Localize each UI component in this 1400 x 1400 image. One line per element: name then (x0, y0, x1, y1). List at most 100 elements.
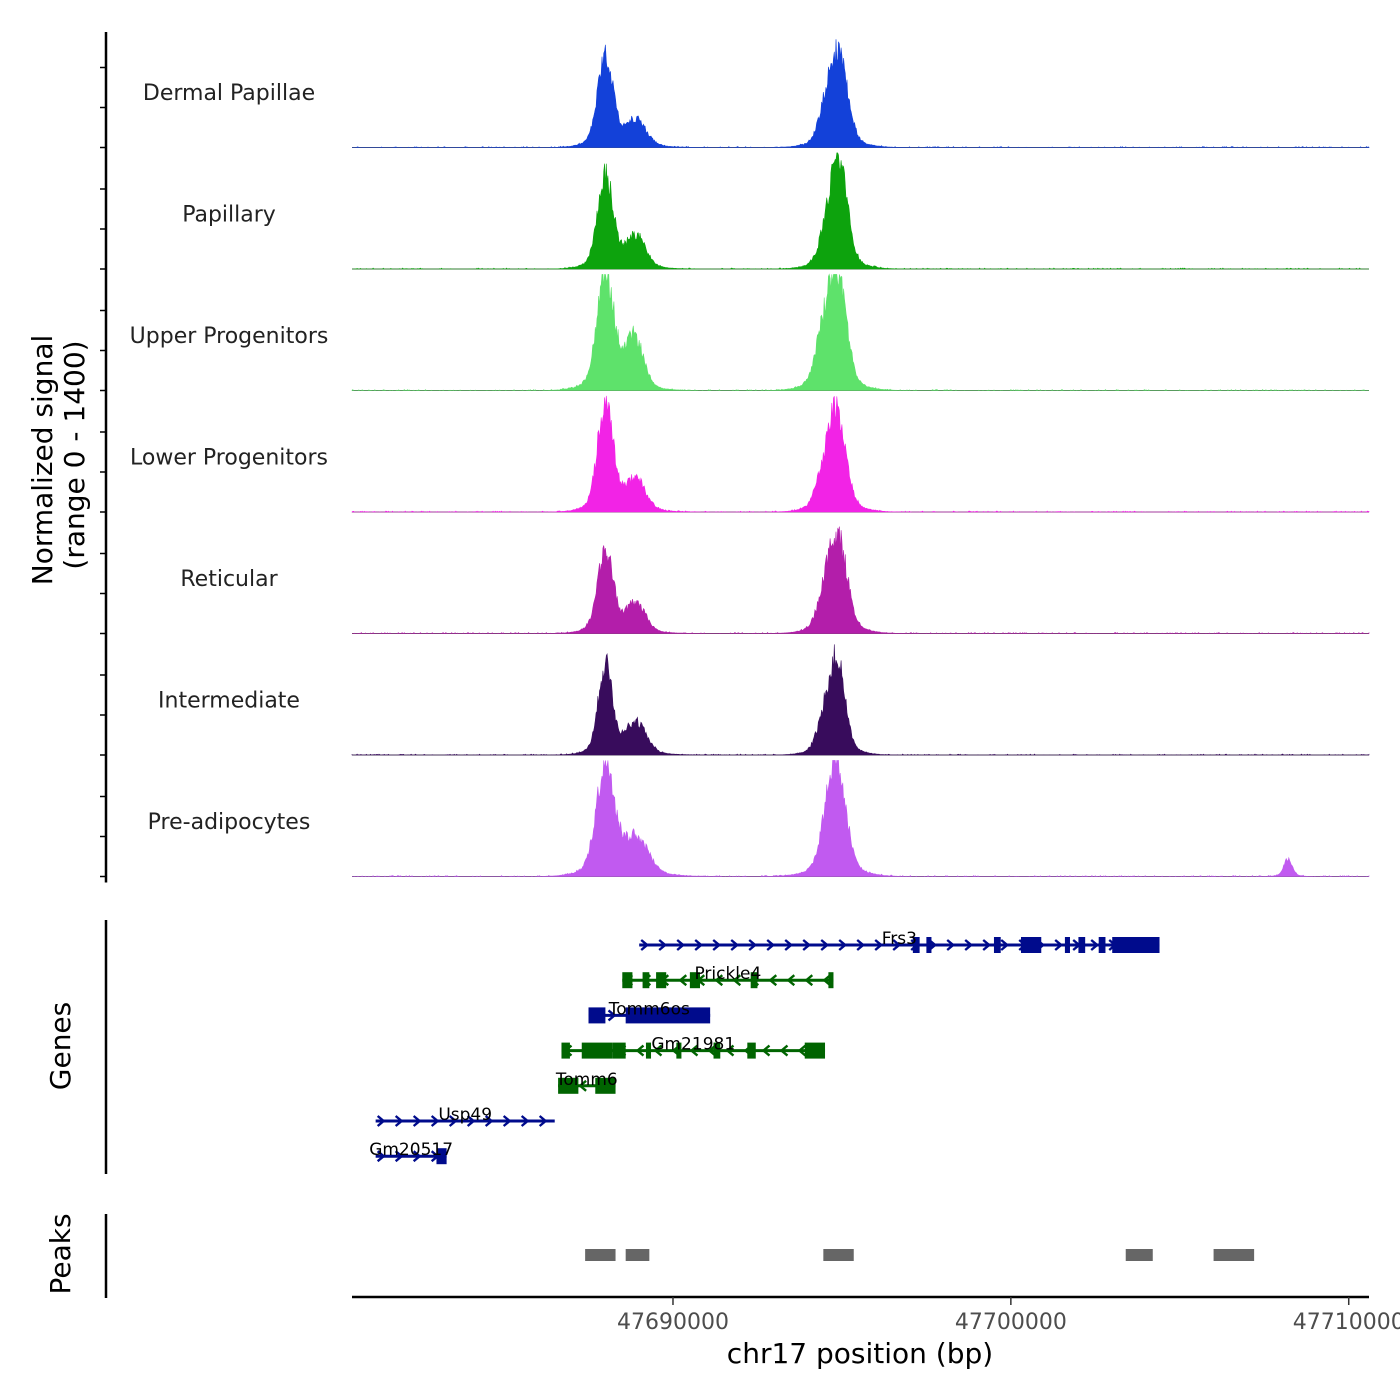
strand-arrow (856, 939, 866, 951)
strand-arrow (786, 974, 796, 987)
track: Pre-adipocytes (148, 760, 1370, 877)
y-axis-title: Normalized signal (26, 335, 59, 586)
signal-area (351, 644, 1370, 756)
strand-arrow (689, 1044, 699, 1057)
strand-arrow (694, 939, 704, 951)
strand-arrow (730, 939, 740, 951)
strand-arrow (982, 939, 992, 951)
strand-arrow (892, 939, 902, 951)
strand-arrow (502, 1115, 512, 1127)
track-label: Intermediate (158, 689, 300, 714)
strand-arrow (707, 1044, 717, 1057)
strand-arrow (376, 1115, 386, 1127)
peaks-panel-title: Peaks (44, 1213, 77, 1294)
strand-arrow (779, 1044, 789, 1057)
exon (1098, 937, 1106, 953)
track: Lower Progenitors (130, 395, 1370, 513)
gene-model: Usp49 (375, 1105, 555, 1127)
x-tick-label: 47710000 (1293, 1310, 1400, 1335)
gene-label: Prickle4 (694, 964, 761, 984)
x-tick-label: 47700000 (955, 1310, 1067, 1335)
peak-region (625, 1249, 650, 1261)
exon (625, 1007, 711, 1024)
gene-model: Tomm6 (555, 1070, 618, 1094)
coverage-tracks: Dermal Papillae Papillary Upper Progenitor… (130, 39, 1370, 877)
exon (828, 972, 834, 989)
exon (689, 972, 701, 989)
strand-arrow (1090, 939, 1100, 951)
exon (747, 1042, 756, 1059)
strand-arrow (412, 1150, 422, 1163)
strand-arrow (822, 974, 832, 987)
strand-arrow (838, 939, 848, 951)
strand-arrow (874, 939, 884, 951)
axes: 47690000 47700000 47710000 (100, 32, 1400, 1335)
strand-arrow (520, 1115, 530, 1127)
exon (622, 972, 633, 989)
strand-arrow (766, 939, 776, 951)
track-label: Lower Progenitors (130, 446, 328, 471)
exon (656, 972, 667, 989)
exon (642, 972, 650, 989)
strand-arrow (804, 974, 814, 987)
strand-arrow (484, 1115, 494, 1127)
strand-arrow (538, 1115, 548, 1127)
exon (588, 1007, 606, 1024)
genes-panel-title: Genes (44, 1002, 77, 1090)
strand-arrow (676, 939, 686, 951)
gene-model: Frs3 (639, 929, 1160, 953)
strand-arrow (761, 1044, 771, 1057)
exon (1064, 937, 1070, 953)
signal-area (352, 39, 1370, 148)
gene-label: Frs3 (882, 929, 917, 949)
exon (561, 1042, 570, 1059)
strand-arrow (1054, 939, 1064, 951)
track-label: Pre-adipocytes (148, 810, 311, 835)
track: Intermediate (158, 644, 1370, 756)
track: Upper Progenitors (130, 273, 1369, 391)
exon (676, 1042, 682, 1059)
exon (1020, 937, 1042, 953)
exon (926, 937, 932, 953)
signal-area (352, 760, 1370, 877)
track-label: Papillary (182, 203, 276, 228)
peak-region (1125, 1249, 1153, 1261)
signal-area (352, 526, 1370, 634)
strand-arrow (653, 1044, 663, 1057)
strand-arrow (820, 939, 830, 951)
strand-arrow (430, 1115, 440, 1127)
strand-arrow (678, 974, 688, 987)
strand-arrow (640, 939, 650, 951)
track-label: Dermal Papillae (143, 81, 315, 106)
gene-model: Gm20517 (369, 1140, 453, 1165)
strand-arrow (578, 1079, 587, 1092)
signal-area (351, 395, 1370, 513)
gene-label: Tomm6os (608, 999, 690, 1019)
peak-regions (585, 1249, 1255, 1261)
strand-arrow (394, 1115, 404, 1127)
x-tick-label: 47690000 (617, 1310, 729, 1335)
track-label: Upper Progenitors (130, 324, 329, 349)
strand-arrow (412, 1115, 422, 1127)
exon (595, 1077, 616, 1094)
gene-model: Prickle4 (622, 964, 834, 989)
peak-region (1213, 1249, 1255, 1261)
signal-area (352, 152, 1369, 270)
strand-arrow (1000, 939, 1010, 951)
gene-label: Tomm6 (555, 1070, 618, 1090)
exon (1078, 937, 1086, 953)
strand-arrow (635, 1044, 645, 1057)
strand-arrow (714, 974, 724, 987)
strand-arrow (712, 939, 722, 951)
exon (1112, 937, 1160, 953)
strand-arrow (748, 939, 758, 951)
track: Reticular (180, 526, 1370, 634)
track: Dermal Papillae (143, 39, 1370, 148)
strand-arrow (725, 1044, 735, 1057)
gene-label: Usp49 (438, 1105, 492, 1125)
exon (912, 937, 920, 953)
y-axis-range-note: (range 0 - 1400) (58, 340, 91, 569)
strand-arrow (964, 939, 974, 951)
